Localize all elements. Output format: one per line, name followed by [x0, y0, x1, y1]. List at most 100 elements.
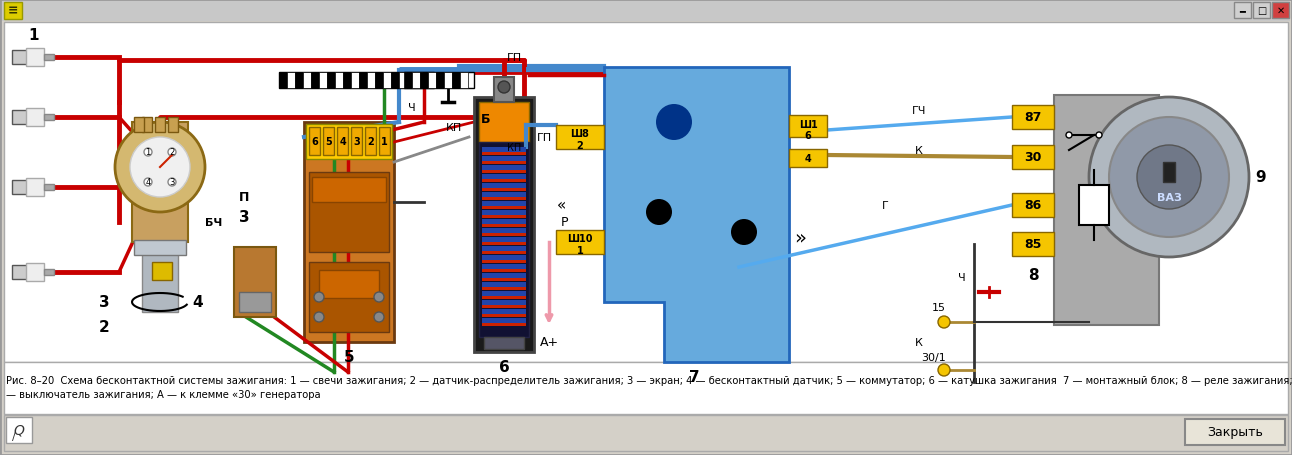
Bar — [482, 211, 526, 216]
Bar — [482, 264, 526, 269]
Text: Ш10: Ш10 — [567, 233, 593, 243]
Circle shape — [1089, 98, 1249, 258]
Text: 2: 2 — [98, 320, 110, 335]
Bar — [484, 337, 525, 349]
Bar — [482, 207, 526, 210]
Bar — [482, 171, 526, 174]
Text: 30/1: 30/1 — [921, 352, 946, 362]
Text: 4: 4 — [146, 178, 151, 187]
Bar — [382, 73, 391, 89]
Bar — [12, 111, 28, 125]
Text: «: « — [557, 198, 566, 213]
Bar — [4, 362, 1288, 414]
Bar — [482, 269, 526, 273]
Bar — [44, 269, 54, 275]
Bar — [1054, 96, 1159, 325]
Bar — [327, 73, 335, 89]
Bar — [404, 73, 474, 89]
Bar — [1185, 419, 1286, 445]
Text: Ш1: Ш1 — [798, 120, 818, 130]
Bar — [134, 241, 186, 255]
Circle shape — [646, 200, 672, 226]
Bar — [142, 118, 152, 133]
Bar — [1012, 233, 1054, 257]
Circle shape — [938, 316, 950, 328]
Bar — [482, 157, 526, 162]
Circle shape — [731, 219, 757, 245]
Bar — [304, 73, 311, 89]
Text: □: □ — [1257, 6, 1266, 16]
Circle shape — [168, 179, 176, 187]
Bar — [26, 109, 44, 127]
Bar — [4, 3, 22, 20]
Bar — [789, 150, 827, 167]
Text: 3: 3 — [169, 178, 174, 187]
Circle shape — [1109, 118, 1229, 238]
Text: 8: 8 — [1027, 268, 1039, 283]
Bar — [482, 291, 526, 296]
Text: Q: Q — [13, 423, 25, 437]
Bar — [342, 73, 351, 89]
Bar — [556, 231, 603, 254]
Bar — [479, 103, 528, 143]
Bar — [482, 175, 526, 180]
Bar — [1273, 3, 1289, 19]
Bar — [415, 73, 422, 89]
Bar — [407, 73, 415, 89]
Bar — [428, 73, 435, 89]
Circle shape — [373, 312, 384, 322]
Bar — [12, 51, 43, 65]
Bar — [482, 233, 526, 237]
Bar — [482, 192, 526, 197]
Bar — [304, 123, 394, 342]
Bar — [1012, 106, 1054, 130]
Circle shape — [938, 364, 950, 376]
Bar — [132, 123, 189, 243]
Text: 15: 15 — [932, 302, 946, 312]
Bar — [134, 118, 143, 133]
Bar — [12, 51, 28, 65]
Text: КП: КП — [506, 143, 521, 153]
Bar — [26, 49, 44, 67]
Text: Ш8: Ш8 — [571, 129, 589, 139]
Bar — [306, 125, 391, 160]
Text: — выключатель зажигания; А — к клемме «30» генератора: — выключатель зажигания; А — к клемме «3… — [6, 389, 320, 399]
Bar — [319, 73, 327, 89]
Text: 85: 85 — [1025, 238, 1041, 251]
Bar — [155, 118, 165, 133]
Bar — [399, 73, 407, 89]
Bar — [12, 181, 43, 195]
Text: 30: 30 — [1025, 151, 1041, 164]
Bar — [479, 143, 528, 337]
Bar — [482, 184, 526, 188]
Text: ГП: ГП — [506, 53, 522, 63]
Text: 5: 5 — [344, 350, 354, 365]
Bar — [44, 55, 54, 61]
Bar — [152, 263, 172, 280]
Bar — [412, 73, 420, 89]
Circle shape — [314, 312, 324, 322]
Text: 4: 4 — [339, 136, 346, 147]
Text: 5: 5 — [326, 136, 332, 147]
Bar — [482, 252, 526, 254]
Bar — [239, 293, 271, 312]
Bar — [311, 73, 319, 89]
Bar — [482, 180, 526, 182]
Bar — [44, 185, 54, 191]
Bar — [26, 263, 44, 281]
Bar — [1012, 146, 1054, 170]
Text: 3: 3 — [239, 210, 249, 225]
Text: К: К — [915, 146, 922, 156]
Bar — [474, 98, 534, 352]
Bar — [279, 73, 287, 89]
Bar — [379, 128, 390, 156]
Bar — [3, 2, 1289, 22]
Bar — [335, 73, 342, 89]
Circle shape — [115, 123, 205, 212]
Bar — [12, 111, 43, 125]
Bar — [482, 260, 526, 263]
Bar — [482, 243, 526, 245]
Text: 3: 3 — [98, 295, 110, 310]
Bar — [482, 288, 526, 290]
Bar — [404, 73, 412, 89]
